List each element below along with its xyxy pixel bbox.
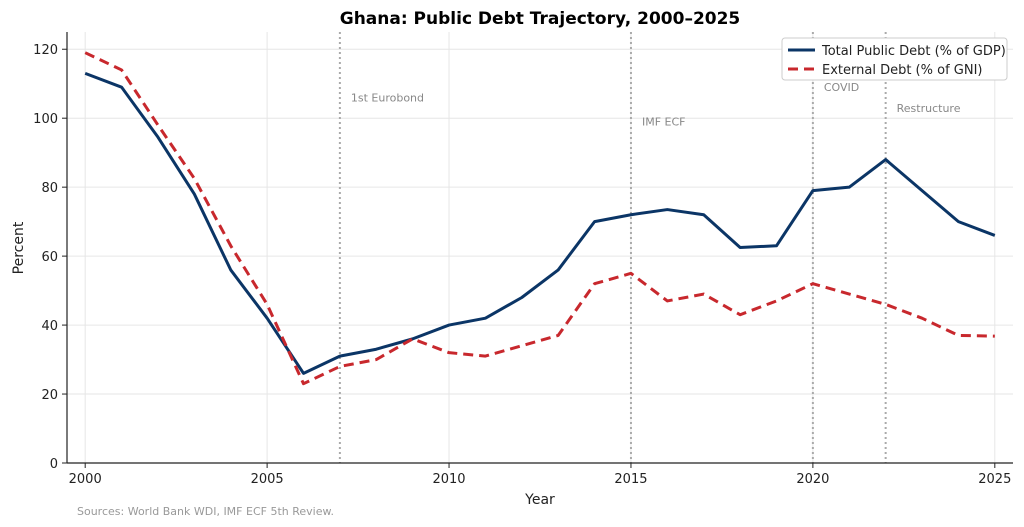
legend-box [781, 37, 1008, 81]
x-tick-label: 2010 [432, 472, 465, 487]
x-axis-label: Year [524, 492, 555, 508]
event-marker-label: 1st Eurobond [351, 92, 424, 105]
y-tick-label: 80 [41, 181, 58, 196]
event-marker-label: COVID [824, 81, 859, 94]
legend-label: Total Public Debt (% of GDP) [821, 44, 1006, 59]
x-tick-label: 2005 [251, 472, 284, 487]
x-tick-label: 2015 [614, 472, 647, 487]
source-note: Sources: World Bank WDI, IMF ECF 5th Rev… [77, 505, 334, 518]
event-marker-label: Restructure [897, 102, 961, 115]
y-tick-label: 40 [41, 319, 58, 334]
y-axis-label: Percent [11, 221, 27, 274]
y-tick-label: 0 [50, 457, 58, 472]
y-tick-label: 20 [41, 388, 58, 403]
x-tick-label: 2025 [978, 472, 1011, 487]
legend-label: External Debt (% of GNI) [822, 63, 982, 78]
chart-title: Ghana: Public Debt Trajectory, 2000–2025 [340, 9, 741, 29]
x-tick-label: 2000 [69, 472, 102, 487]
y-tick-label: 120 [33, 43, 58, 58]
series-line-0 [84, 71, 996, 375]
y-tick-label: 100 [33, 112, 58, 127]
series-line-1 [84, 51, 995, 386]
x-tick-label: 2020 [796, 472, 829, 487]
y-tick-label: 60 [41, 250, 58, 265]
event-marker-label: IMF ECF [642, 116, 686, 129]
legend: Total Public Debt (% of GDP) External Deb… [781, 37, 1008, 81]
